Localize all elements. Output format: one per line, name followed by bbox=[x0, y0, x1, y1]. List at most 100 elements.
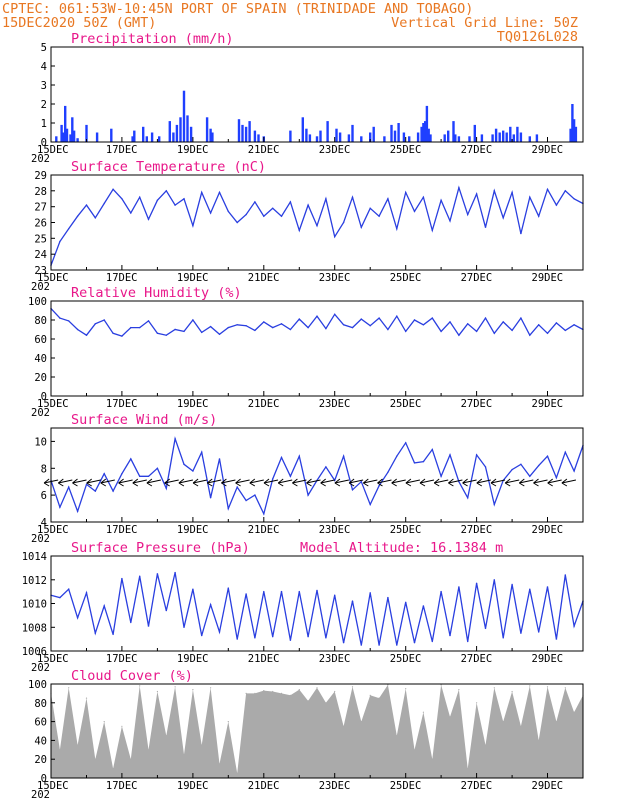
x-tick-label: 25DEC bbox=[390, 653, 422, 665]
wind-barb-head bbox=[462, 482, 468, 487]
series-point bbox=[529, 475, 531, 477]
precip-bar bbox=[172, 132, 175, 142]
series-point bbox=[147, 625, 150, 627]
precip-bar bbox=[335, 128, 338, 142]
x-tick-label: 19DEC bbox=[177, 524, 209, 536]
cloud-cover-point bbox=[378, 697, 380, 699]
wind-barb-head bbox=[221, 478, 227, 484]
series-point bbox=[342, 221, 345, 224]
series-point bbox=[245, 213, 247, 216]
precip-bar bbox=[289, 130, 292, 142]
cloud-cover-point bbox=[254, 692, 256, 695]
series-point bbox=[254, 494, 256, 496]
precip-bar bbox=[491, 134, 494, 142]
y-tick-label: 20 bbox=[34, 372, 47, 384]
series-point bbox=[475, 454, 478, 456]
y-tick-label: 0 bbox=[41, 391, 47, 403]
wind-barb-head bbox=[263, 478, 270, 484]
precip-bar bbox=[443, 134, 446, 142]
x-tick-label: 23DEC bbox=[319, 653, 351, 665]
series-point bbox=[316, 225, 318, 227]
series-point bbox=[484, 226, 487, 228]
series-point bbox=[298, 590, 300, 593]
x-tick-label: 25DEC bbox=[390, 524, 422, 536]
series-point bbox=[387, 596, 389, 599]
series-point bbox=[298, 229, 300, 232]
series-point bbox=[94, 323, 97, 325]
series-point bbox=[174, 204, 176, 206]
wind-barb bbox=[207, 479, 222, 484]
cloud-cover-point bbox=[85, 697, 88, 699]
series-point bbox=[130, 212, 132, 214]
series-point bbox=[413, 642, 416, 644]
wind-barb-head bbox=[348, 478, 355, 484]
series-point bbox=[449, 454, 451, 456]
series-point bbox=[334, 236, 336, 238]
wind-barb bbox=[192, 479, 208, 484]
chart-panels: 15DEC 17DEC 19DEC 21DEC 23DEC 25DEC 27DEC 29DEC… bbox=[22, 31, 584, 800]
series-point bbox=[174, 571, 176, 574]
panel-frame bbox=[50, 174, 584, 271]
cloud-cover-point bbox=[529, 685, 531, 687]
precip-bar bbox=[209, 128, 212, 142]
series-point bbox=[236, 638, 238, 640]
x-tick-label: 25DEC bbox=[390, 398, 422, 410]
series-point bbox=[467, 640, 469, 643]
series-point bbox=[94, 632, 97, 634]
series-point bbox=[405, 191, 407, 194]
x-tick-label: 17DEC bbox=[106, 653, 138, 665]
wind-barb-head bbox=[235, 478, 241, 484]
wind-barb-head bbox=[561, 482, 568, 487]
precip-bar bbox=[182, 90, 186, 142]
series-point bbox=[103, 605, 105, 607]
wind-barb-head bbox=[348, 482, 355, 487]
cloud-cover-point bbox=[103, 721, 105, 723]
series-point bbox=[121, 577, 123, 580]
series-point bbox=[307, 494, 309, 496]
station-header: CPTEC: 061:53W-10:45N PORT OF SPAIN (TRI… bbox=[2, 1, 473, 17]
series-point bbox=[564, 329, 566, 332]
series-point bbox=[449, 634, 451, 637]
precip-bar bbox=[468, 136, 471, 142]
wind-barb-head bbox=[320, 482, 326, 487]
y-tick-label: 40 bbox=[34, 735, 47, 747]
series-point bbox=[502, 217, 504, 219]
precip-bar bbox=[257, 134, 260, 142]
panel-1: 15DEC 17DEC 19DEC 21DEC 23DEC 25DEC 27DEC 29DEC… bbox=[31, 31, 584, 165]
series-point bbox=[342, 642, 345, 644]
wind-barb bbox=[263, 479, 279, 484]
series-point bbox=[493, 190, 495, 192]
precip-bar bbox=[420, 126, 423, 142]
series-point bbox=[209, 325, 212, 328]
series-point bbox=[396, 315, 398, 317]
y-tick-label: 29 bbox=[34, 170, 47, 182]
series-point bbox=[147, 475, 150, 477]
precip-bar bbox=[509, 126, 512, 142]
series-point bbox=[263, 215, 265, 217]
precip-bar bbox=[351, 124, 354, 142]
precip-bar bbox=[158, 136, 161, 142]
precip-bar bbox=[150, 132, 154, 142]
cloud-cover-point bbox=[422, 711, 424, 713]
series-point bbox=[538, 464, 540, 467]
wind-barb-head bbox=[277, 482, 284, 487]
series-point bbox=[422, 605, 425, 607]
series-point bbox=[405, 601, 407, 603]
precip-bar bbox=[429, 134, 432, 142]
series-point bbox=[369, 325, 371, 327]
precip-bar bbox=[338, 132, 342, 142]
x-tick-label: 21DEC bbox=[248, 780, 280, 792]
series-point bbox=[68, 320, 70, 322]
cloud-cover-point bbox=[458, 689, 460, 691]
x-tick-label: 19DEC bbox=[177, 780, 209, 792]
series-point bbox=[351, 196, 354, 198]
series-point bbox=[156, 573, 159, 575]
wind-barb-head bbox=[249, 478, 256, 484]
model-altitude: Model Altitude: 16.1384 m bbox=[300, 540, 503, 556]
series-point bbox=[174, 328, 176, 331]
cloud-cover-point bbox=[227, 721, 229, 723]
series-point bbox=[218, 333, 221, 335]
series-point bbox=[387, 198, 389, 200]
series-point bbox=[360, 226, 362, 228]
series-point bbox=[555, 638, 558, 640]
